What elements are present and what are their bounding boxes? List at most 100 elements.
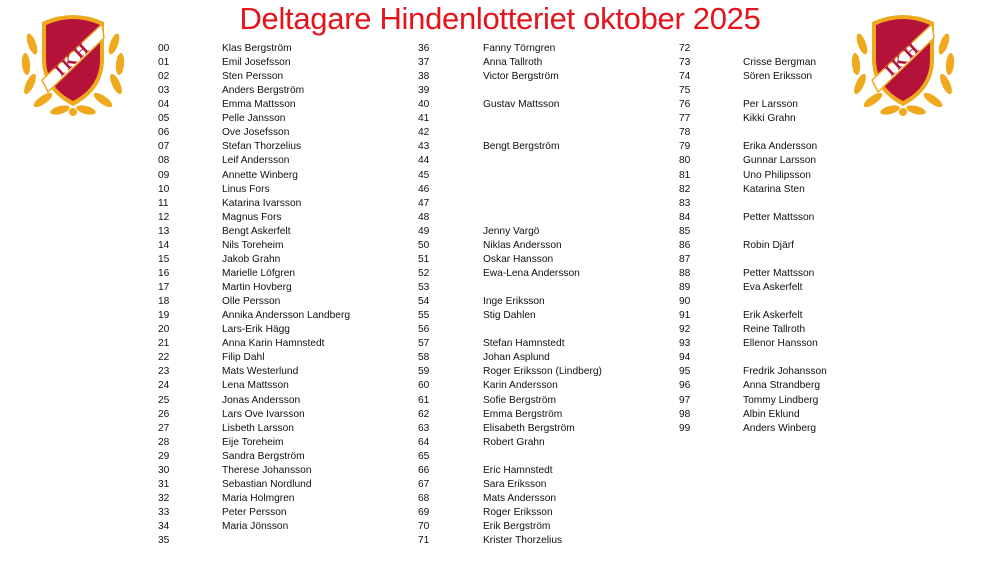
ticket-number: 65: [418, 450, 430, 462]
ticket-number: 87: [679, 253, 691, 265]
participant-name: Gunnar Larsson: [743, 155, 817, 167]
ticket-number: 35: [158, 535, 170, 547]
ticket-number: 93: [679, 338, 691, 350]
participant-name: Robin Djärf: [743, 239, 794, 251]
participant-name: Jonas Andersson: [222, 394, 301, 406]
participant-name: Eric Hamnstedt: [483, 464, 553, 476]
participant-name: Mats Andersson: [483, 492, 557, 504]
ticket-number: 27: [158, 422, 170, 434]
participant-name: Roger Eriksson: [483, 506, 553, 518]
participant-name: Stig Dahlen: [483, 310, 536, 322]
ticket-number: 24: [158, 380, 170, 392]
ticket-number: 91: [679, 310, 691, 322]
participant-name: Olle Persson: [222, 296, 281, 308]
ticket-number: 64: [418, 436, 430, 448]
ticket-number: 48: [418, 211, 430, 223]
participant-name: Stefan Thorzelius: [222, 141, 302, 153]
participant-name: Linus Fors: [222, 183, 270, 195]
ticket-number: 40: [418, 99, 430, 111]
ticket-number: 34: [158, 521, 170, 533]
participant-name: Karin Andersson: [483, 380, 558, 392]
participant-name: Emma Bergström: [483, 408, 563, 420]
ticket-number: 18: [158, 296, 170, 308]
ticket-number: 80: [679, 155, 691, 167]
participant-name: Katarina Sten: [743, 183, 805, 195]
ticket-number: 30: [158, 464, 170, 476]
ticket-number: 47: [418, 197, 430, 209]
ticket-number: 58: [418, 352, 430, 364]
ticket-number: 42: [418, 127, 430, 139]
participant-name: Sara Eriksson: [483, 478, 547, 490]
participant-name: Mats Westerlund: [222, 366, 299, 378]
ticket-number: 85: [679, 225, 691, 237]
ticket-number: 09: [158, 169, 170, 181]
participant-name: Kikki Grahn: [743, 113, 796, 125]
ticket-number: 73: [679, 57, 691, 69]
ticket-number: 20: [158, 324, 170, 336]
ticket-number: 07: [158, 141, 170, 153]
participant-name: Tommy Lindberg: [743, 394, 819, 406]
participant-name: Martin Hovberg: [222, 282, 292, 294]
participant-name: Niklas Andersson: [483, 239, 562, 251]
participant-name: Eva Askerfelt: [743, 282, 803, 294]
ticket-number: 03: [158, 85, 170, 97]
ticket-number: 76: [679, 99, 691, 111]
ticket-number: 59: [418, 366, 430, 378]
participant-name: Emil Josefsson: [222, 57, 291, 69]
ticket-number: 11: [158, 197, 169, 209]
participant-name: Gustav Mattsson: [483, 99, 560, 111]
participant-name: Maria Jönsson: [222, 521, 289, 533]
participant-name: Sandra Bergström: [222, 450, 305, 462]
participant-name: Lisbeth Larsson: [222, 422, 294, 434]
participant-name: Stefan Hamnstedt: [483, 338, 565, 350]
participant-name: Krister Thorzelius: [483, 535, 563, 547]
ticket-number: 12: [158, 211, 170, 223]
participant-name: Uno Philipsson: [743, 169, 811, 181]
participant-name: Peter Persson: [222, 506, 287, 518]
participant-name: Ewa-Lena Andersson: [483, 267, 580, 279]
participant-name: Jenny Vargö: [483, 225, 540, 237]
ticket-number: 15: [158, 253, 170, 265]
participant-name: Per Larsson: [743, 99, 798, 111]
participant-name: Sten Persson: [222, 71, 284, 83]
ticket-number: 81: [679, 169, 691, 181]
participant-name: Sofie Bergström: [483, 394, 557, 406]
ticket-number: 02: [158, 71, 170, 83]
ticket-number: 89: [679, 282, 691, 294]
participant-name: Elisabeth Bergström: [483, 422, 575, 434]
ticket-number: 39: [418, 85, 430, 97]
ticket-number: 50: [418, 239, 430, 251]
ticket-number: 31: [158, 478, 170, 490]
participant-name: Petter Mattsson: [743, 211, 815, 223]
ticket-number: 43: [418, 141, 430, 153]
participant-name: Bengt Bergström: [483, 141, 560, 153]
participant-name: Oskar Hansson: [483, 253, 554, 265]
ticket-number: 97: [679, 394, 691, 406]
participant-name: Johan Asplund: [483, 352, 550, 364]
participant-name: Anna Tallroth: [483, 57, 543, 69]
participant-name: Filip Dahl: [222, 352, 265, 364]
participant-name: Petter Mattsson: [743, 267, 815, 279]
page-title: Deltagare Hindenlotteriet oktober 2025: [239, 1, 761, 36]
participant-name: Marielle Löfgren: [222, 267, 296, 279]
participant-name: Maria Holmgren: [222, 492, 295, 504]
ticket-number: 74: [679, 71, 691, 83]
ticket-number: 22: [158, 352, 170, 364]
participant-name: Sören Eriksson: [743, 71, 813, 83]
participant-name: Albin Eklund: [743, 408, 800, 420]
participant-name: Erik Bergström: [483, 521, 551, 533]
laurel-icon: [851, 33, 955, 116]
participant-name: Roger Eriksson (Lindberg): [483, 366, 602, 378]
participant-name: Erika Andersson: [743, 141, 818, 153]
ticket-number: 16: [158, 267, 170, 279]
ticket-number: 67: [418, 478, 430, 490]
ticket-number: 99: [679, 422, 691, 434]
ticket-number: 57: [418, 338, 430, 350]
participant-name: Jakob Grahn: [222, 253, 281, 265]
ticket-number: 84: [679, 211, 691, 223]
participant-name: Eije Toreheim: [222, 436, 284, 448]
ticket-number: 13: [158, 225, 170, 237]
club-logo-left: IKH: [21, 15, 125, 116]
ticket-number: 36: [418, 43, 430, 54]
ticket-number: 77: [679, 113, 691, 125]
